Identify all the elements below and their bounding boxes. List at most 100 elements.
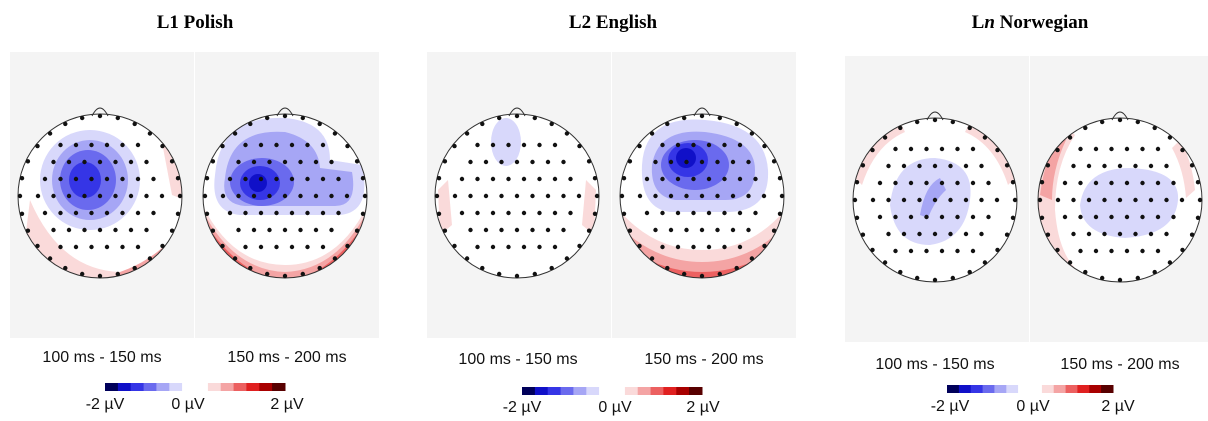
electrode-dot (577, 243, 582, 249)
electrode-dot (66, 227, 72, 233)
electrode-dot (115, 271, 121, 277)
colorbar-segment (586, 387, 600, 395)
electrode-dot (63, 265, 68, 271)
electrode-dot (82, 159, 87, 165)
electrode-dot (545, 159, 551, 165)
electrode-dot (1039, 215, 1045, 220)
electrode-dot (120, 142, 125, 148)
electrode-dot (475, 244, 480, 250)
electrode-dot (80, 115, 85, 121)
colorbar-segment (970, 385, 984, 393)
colorbar-segment (207, 383, 222, 391)
electrode-dot (236, 227, 241, 233)
electrode-dot (753, 176, 758, 182)
electrode-dot (300, 271, 305, 277)
electrode-dot (1164, 231, 1169, 237)
electrode-dot (762, 243, 767, 249)
electrode-dot (586, 228, 592, 233)
colorbar-segment (1041, 385, 1055, 393)
electrode-dot (592, 176, 598, 181)
electrode-dot (1109, 214, 1114, 220)
electrode-dot (151, 176, 156, 182)
electrode-dot (691, 210, 696, 216)
electrode-dot (530, 159, 535, 165)
electrode-dot (870, 247, 875, 253)
electrode-dot (995, 147, 1000, 153)
electrode-dot (561, 193, 566, 199)
electrode-dot (870, 197, 876, 203)
electrode-dot (89, 176, 94, 182)
electrode-dot (468, 227, 473, 233)
electrode-dot (924, 214, 929, 220)
electrode-dot (1124, 180, 1130, 186)
electrode-dot (1093, 214, 1099, 220)
electrode-dot (97, 113, 103, 119)
electrode-dot (1004, 163, 1010, 168)
colorbar-min-1: -2 µV (85, 396, 125, 413)
electrode-dot (970, 248, 976, 254)
electrode-dot (637, 143, 642, 149)
electrode-dot (35, 243, 40, 249)
electrode-dot (521, 244, 527, 250)
electrode-dot (289, 244, 295, 250)
electrode-dot (243, 244, 248, 250)
electrode-dot (274, 142, 279, 148)
electrode-dot (1117, 231, 1123, 237)
electrode-dot (1078, 180, 1083, 186)
electrode-dot (924, 180, 929, 186)
colorbar-segment (982, 385, 995, 393)
panel-title-ln-lang: Norwegian (999, 12, 1089, 33)
electrode-dot (644, 210, 650, 216)
electrode-dot (932, 277, 938, 283)
colorbar-segment (1101, 385, 1114, 393)
electrode-dot (506, 210, 511, 216)
electrode-dot (1197, 197, 1203, 203)
electrode-dot (537, 210, 542, 216)
electrode-dot (97, 193, 103, 199)
electrode-dot (917, 231, 922, 237)
electrode-dot (955, 146, 960, 152)
electrode-dot (860, 163, 866, 168)
electrode-dot (893, 248, 898, 254)
electrode-dot (1083, 269, 1088, 275)
electrode-dot (950, 119, 955, 125)
electrode-dot (967, 269, 972, 275)
electrode-dot (120, 210, 125, 216)
electrode-dot (97, 159, 103, 165)
electrode-dot (82, 227, 87, 233)
electrode-dot (653, 227, 658, 233)
electrode-dot (1055, 247, 1060, 253)
electrode-dot (994, 197, 1000, 203)
electrode-dot (58, 244, 63, 250)
colorbar-segment (994, 385, 1007, 393)
electrode-dot (737, 244, 743, 250)
colorbar-segment (522, 387, 536, 395)
electrode-dot (564, 131, 570, 136)
electrode-dot (1117, 117, 1123, 123)
electrode-dot (1067, 135, 1073, 140)
electrode-dot (499, 159, 504, 165)
electrode-dot (1086, 231, 1092, 237)
electrode-dot (35, 193, 41, 199)
electrode-dot (1140, 146, 1145, 152)
electrode-dot (282, 227, 288, 233)
electrode-dot (267, 193, 272, 199)
electrode-dot (232, 256, 238, 261)
electrode-dot (289, 210, 295, 216)
electrode-dot (898, 269, 903, 275)
electrode-dot (58, 210, 63, 216)
electrode-dot (699, 193, 705, 199)
electrode-dot (660, 244, 665, 250)
electrode-dot (699, 159, 705, 165)
electrode-dot (932, 163, 938, 169)
electrode-dot (345, 143, 350, 149)
electrode-dot (963, 231, 969, 237)
electrode-dot (1037, 197, 1043, 203)
electrode-dot (19, 176, 25, 181)
electrode-dot (58, 176, 63, 182)
electrode-dot (236, 159, 241, 165)
electrode-dot (1086, 163, 1092, 169)
electrode-dot (908, 214, 914, 220)
electrode-dot (336, 176, 341, 182)
electrode-dot (51, 159, 56, 165)
